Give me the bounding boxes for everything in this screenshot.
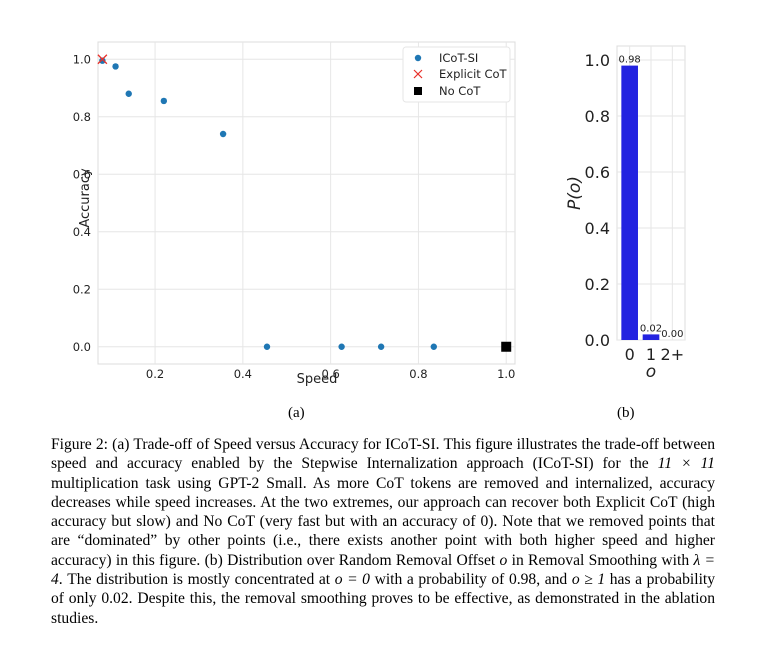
figure-caption: Figure 2: (a) Trade-off of Speed versus … bbox=[51, 435, 715, 628]
plot-b-bars: 0.98 0 0.02 1 0.00 2+ bbox=[619, 55, 685, 364]
bar-value-label: 0.98 bbox=[619, 55, 641, 66]
point-icot-si bbox=[99, 57, 106, 64]
caption-dims: 11 × 11 bbox=[657, 455, 715, 473]
plot-b-y-tick-label: 0.8 bbox=[585, 107, 610, 126]
point-icot-si bbox=[125, 90, 132, 97]
removal-offset-distribution-plot: 0.0 0.2 0.4 0.6 0.8 1.0 0.98 0 0.02 1 0.00 2+ o P(… bbox=[565, 45, 686, 382]
plot-a-legend: ICoT-SI Explicit CoT No CoT bbox=[402, 46, 511, 103]
subfigure-label-b: (b) bbox=[617, 405, 635, 421]
figure-canvas: 0.0 0.2 0.4 0.6 0.8 1.0 0.2 0.4 0.6 0.8 1.0 Speed… bbox=[73, 41, 686, 387]
caption-part-b-in: in Removal Smoothing with bbox=[511, 551, 690, 569]
plot-a-y-tick-label: 1.0 bbox=[73, 52, 91, 66]
plot-b-x-tick-label: 2+ bbox=[661, 345, 685, 364]
legend-label-no-cot: No CoT bbox=[439, 84, 481, 98]
caption-part-b-label: (b) bbox=[204, 551, 223, 569]
bar-1 bbox=[642, 334, 660, 340]
point-icot-si bbox=[430, 343, 437, 350]
point-icot-si bbox=[338, 343, 345, 350]
point-no-cot bbox=[501, 341, 512, 352]
plot-a-points bbox=[97, 54, 512, 352]
plot-a-y-axis-label: Accuracy bbox=[78, 168, 93, 228]
subfigure-label-a: (a) bbox=[288, 405, 305, 421]
point-icot-si bbox=[160, 97, 168, 105]
legend-marker-explicit-cot bbox=[413, 69, 423, 79]
caption-o-eq-0: o = 0 bbox=[334, 571, 370, 589]
caption-part-a-label: (a) bbox=[112, 436, 130, 453]
caption-part-a-body-1: This figure illustrates the trade-off be… bbox=[51, 436, 716, 473]
point-icot-si bbox=[112, 63, 119, 70]
plot-a-x-ticks: 0.2 0.4 0.6 0.8 1.0 bbox=[146, 367, 515, 381]
plot-b-y-ticks: 0.0 0.2 0.4 0.6 0.8 1.0 bbox=[585, 51, 610, 350]
caption-lambda: λ = 4 bbox=[51, 551, 716, 589]
plot-b-y-tick-label: 0.4 bbox=[585, 219, 610, 238]
bar-0 bbox=[621, 65, 638, 340]
point-icot-si bbox=[219, 130, 227, 138]
plot-a-y-tick-label: 0.2 bbox=[73, 282, 91, 296]
bar-value-label: 0.02 bbox=[640, 323, 662, 334]
caption-part-b-body-1: . The distribution is mostly concentrate… bbox=[58, 571, 331, 589]
plot-b-y-tick-label: 0.0 bbox=[585, 331, 610, 350]
caption-part-a-body-2: multiplication task using GPT-2 Small. A… bbox=[51, 474, 715, 569]
plot-a-y-tick-label: 0.6 bbox=[73, 167, 91, 181]
legend-label-icot-si: ICoT-SI bbox=[439, 51, 478, 65]
plot-a-x-tick-label: 0.2 bbox=[146, 367, 164, 381]
plot-b-y-axis-label: P(o) bbox=[565, 176, 585, 210]
point-icot-si bbox=[377, 343, 385, 350]
caption-figure-number: Figure 2: bbox=[51, 436, 108, 453]
legend-marker-icot-si bbox=[414, 54, 422, 62]
plot-a-y-tick-label: 0.0 bbox=[73, 340, 91, 354]
plot-b-y-tick-label: 1.0 bbox=[585, 51, 610, 70]
plot-a-x-tick-label: 0.6 bbox=[321, 367, 339, 381]
plot-a-x-tick-label: 0.4 bbox=[234, 367, 252, 381]
plot-b-x-tick-label: 1 bbox=[646, 345, 656, 364]
speed-accuracy-plot: 0.0 0.2 0.4 0.6 0.8 1.0 0.2 0.4 0.6 0.8 1.0 Speed… bbox=[73, 41, 516, 387]
bar-value-label: 0.00 bbox=[661, 329, 683, 340]
plot-b-x-axis-label: o bbox=[646, 362, 656, 382]
plot-b-x-tick-label: 0 bbox=[625, 345, 635, 364]
plot-a-y-tick-label: 0.8 bbox=[73, 110, 91, 124]
caption-part-b-body-2: with a probability of 0.98, and bbox=[374, 571, 568, 589]
plot-a-y-tick-label: 0.4 bbox=[73, 225, 91, 239]
point-explicit-cot bbox=[97, 54, 108, 65]
plot-a-y-ticks: 0.0 0.2 0.4 0.6 0.8 1.0 bbox=[73, 52, 91, 354]
caption-var-o: o bbox=[499, 551, 508, 569]
plot-a-x-tick-label: 0.8 bbox=[409, 367, 427, 381]
caption-part-b-body-3: has a probability of only 0.02. Despite … bbox=[51, 571, 716, 627]
plot-b-y-tick-label: 0.6 bbox=[585, 163, 610, 182]
point-icot-si bbox=[263, 343, 271, 350]
caption-o-ge-1: o ≥ 1 bbox=[571, 571, 606, 589]
legend-box bbox=[402, 46, 511, 103]
plot-a-x-axis-label: Speed bbox=[297, 372, 338, 387]
legend-label-explicit-cot: Explicit CoT bbox=[439, 67, 508, 81]
plot-b-y-tick-label: 0.2 bbox=[585, 275, 610, 294]
plot-a-x-tick-label: 1.0 bbox=[497, 367, 515, 381]
caption-part-a-title: Trade-off of Speed versus Accuracy for I… bbox=[133, 436, 440, 453]
caption-part-b-title: Distribution over Random Removal Offset bbox=[227, 551, 496, 569]
legend-marker-no-cot bbox=[414, 87, 422, 95]
